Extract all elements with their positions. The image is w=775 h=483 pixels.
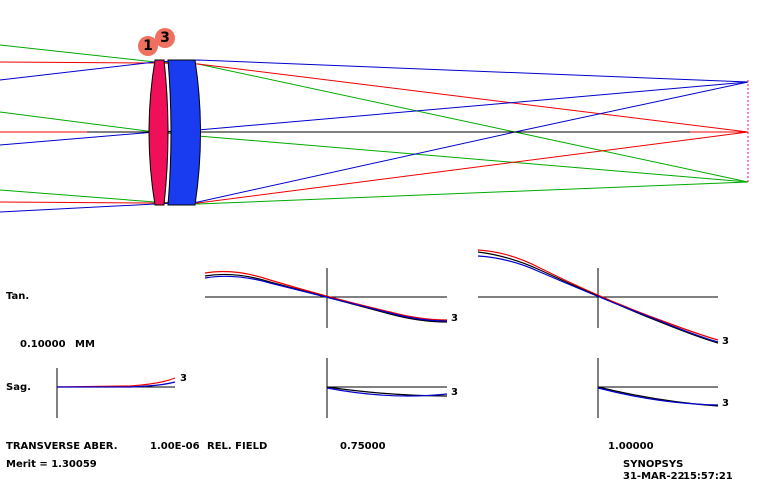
surface-marker [155, 28, 175, 48]
ray [0, 59, 749, 83]
curve [326, 386, 448, 397]
ray [0, 81, 749, 146]
ray [0, 81, 749, 213]
curve [57, 381, 176, 388]
ray-trace [0, 44, 749, 213]
surface-marker [138, 36, 158, 56]
curve-label: 3 [180, 373, 187, 384]
ray [0, 111, 749, 183]
curve-label: 3 [722, 398, 729, 409]
time: 15:57:21 [683, 471, 733, 482]
ray [0, 44, 749, 183]
ray [0, 131, 749, 204]
field-value: 1.00000 [608, 441, 654, 452]
surface-label: 3 [160, 30, 170, 46]
curve-label: 3 [451, 313, 458, 324]
ray [0, 181, 749, 205]
aberration-curves [56, 249, 719, 407]
curve [204, 273, 448, 323]
curve-label: 3 [451, 387, 458, 398]
curve [204, 275, 448, 322]
curve [597, 386, 719, 407]
sag-label: Sag. [6, 382, 31, 393]
scale-value: 0.10000 [20, 339, 66, 350]
curve [326, 387, 448, 397]
tan-label: Tan. [6, 291, 29, 302]
ray [0, 61, 749, 133]
aberration-title: TRANSVERSE ABER. [6, 441, 118, 452]
lens-element [167, 59, 201, 206]
merit: Merit = 1.30059 [6, 459, 97, 470]
curve [56, 377, 176, 388]
lens-element [148, 59, 169, 206]
field-value: 0.75000 [340, 441, 386, 452]
surface-label: 1 [143, 38, 153, 54]
curve [204, 270, 448, 321]
field-label: REL. FIELD [207, 441, 267, 452]
program-name: SYNOPSYS [623, 459, 683, 470]
curve [597, 387, 719, 406]
curve [477, 255, 719, 343]
curve [477, 249, 719, 341]
scale-unit: MM [75, 339, 95, 350]
wavelength: 1.00E-06 [150, 441, 200, 452]
date: 31-MAR-22 [623, 471, 685, 482]
curve-label: 3 [722, 336, 729, 347]
